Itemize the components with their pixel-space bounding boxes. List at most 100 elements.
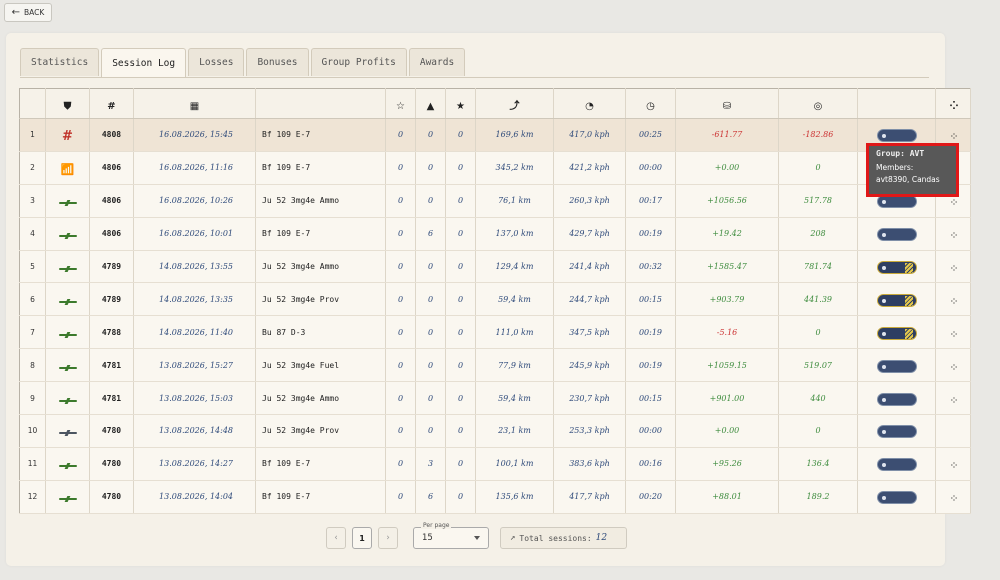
col-star-outline[interactable]: ☆	[385, 88, 416, 119]
session-date: 14.08.2026, 11:40	[133, 315, 256, 350]
col-mountain[interactable]: ▲	[415, 88, 446, 119]
group-cell[interactable]	[935, 414, 971, 448]
group-icon[interactable]: ⁘	[949, 492, 958, 506]
plane-icon	[58, 496, 77, 502]
col-target[interactable]: ◎	[778, 88, 858, 119]
table-row[interactable]: 4 4806 16.08.2026, 10:01 Bf 109 E-7 0 6 0 137,0…	[19, 217, 971, 251]
status-cell	[45, 250, 90, 284]
group-icon[interactable]: ⁘	[949, 262, 958, 275]
col-star[interactable]: ★	[445, 88, 476, 119]
page-1-button[interactable]: 1	[352, 527, 372, 549]
group-icon[interactable]: ⁘	[949, 229, 958, 243]
col-time[interactable]: ◷	[625, 88, 676, 119]
group-cell[interactable]: ⁘	[935, 282, 971, 317]
prev-page-button[interactable]: ‹	[326, 527, 346, 549]
col-status[interactable]: ⛊	[45, 88, 90, 119]
table-row[interactable]: 10 4780 13.08.2026, 14:48 Ju 52 3mg4e Prov 0…	[19, 414, 971, 448]
table-row[interactable]: 9 4781 13.08.2026, 15:03 Ju 52 3mg4e Ammo 0 0…	[19, 381, 971, 416]
group-icon[interactable]: ⁘	[949, 393, 958, 407]
table-row[interactable]: 1 #4808 16.08.2026, 15:45 Bf 109 E-7 0 0 0 169,…	[19, 118, 971, 152]
stat-c: 0	[445, 184, 476, 218]
time-value: 00:16	[625, 447, 676, 481]
back-button[interactable]: ← BACK	[4, 3, 52, 22]
tab-awards[interactable]: Awards	[408, 48, 466, 76]
pager: ‹ 1 ›	[326, 527, 398, 549]
col-id[interactable]: #	[89, 88, 134, 119]
session-date: 13.08.2026, 14:48	[133, 414, 256, 448]
session-date: 16.08.2026, 15:45	[133, 118, 256, 152]
stat-c: 0	[445, 118, 476, 152]
table-row[interactable]: 12 4780 13.08.2026, 14:04 Bf 109 E-7 0 6 0 135,…	[19, 480, 971, 514]
tab-losses[interactable]: Losses	[188, 48, 245, 76]
session-id: 4806	[89, 184, 134, 218]
session-id: 4808	[89, 118, 134, 152]
group-icon[interactable]: ⁘	[949, 294, 958, 308]
total-sessions-label: Total sessions:	[519, 533, 592, 543]
stat-c: 0	[445, 381, 476, 416]
stat-c: 0	[445, 315, 476, 350]
rank-badge	[876, 195, 917, 209]
plane-icon	[58, 430, 77, 436]
distance-value: 77,9 km	[475, 348, 554, 383]
rank-cell	[857, 381, 936, 416]
group-cell[interactable]: ⁘	[935, 315, 971, 350]
session-date: 14.08.2026, 13:55	[133, 250, 256, 284]
col-group[interactable]: ⁘	[935, 88, 971, 119]
col-speed[interactable]: ◔	[553, 88, 626, 119]
col-date[interactable]: ▦	[133, 88, 256, 119]
table-row[interactable]: 11 4780 13.08.2026, 14:27 Bf 109 E-7 0 3 0 100,…	[19, 447, 971, 481]
rank-badge	[876, 326, 917, 340]
tab-divider	[20, 77, 929, 78]
tab-bonuses[interactable]: Bonuses	[246, 48, 309, 76]
per-page-value: 15	[422, 533, 433, 543]
speed-value: 230,7 kph	[553, 381, 626, 416]
table-row[interactable]: 8 4781 13.08.2026, 15:27 Ju 52 3mg4e Fuel 0 0…	[19, 348, 971, 383]
table-row[interactable]: 6 4789 14.08.2026, 13:35 Ju 52 3mg4e Prov 0 0…	[19, 282, 971, 317]
tab-session-log[interactable]: Session Log	[101, 48, 187, 77]
money-value: +88.01	[675, 480, 779, 514]
stat-a: 0	[385, 217, 416, 251]
group-icon[interactable]: ⁘	[949, 459, 958, 473]
table-row[interactable]: 7 4788 14.08.2026, 11:40 Bu 87 D-3 0 0 0 111,0 …	[19, 315, 971, 350]
group-cell[interactable]: ⁘	[935, 348, 971, 383]
mountain-icon: ▲	[426, 101, 435, 112]
rank-cell	[857, 315, 936, 350]
group-icon[interactable]: ⁘	[949, 196, 958, 210]
table-row[interactable]: 2 📶 4806 16.08.2026, 11:16 Bf 109 E-7 0 0 0 345,…	[19, 151, 971, 185]
status-cell	[45, 447, 90, 481]
tab-statistics[interactable]: Statistics	[20, 48, 100, 76]
table-row[interactable]: 5 4789 14.08.2026, 13:55 Ju 52 3mg4e Ammo 0 0…	[19, 250, 971, 284]
group-cell[interactable]: ⁘	[935, 480, 971, 514]
next-page-button[interactable]: ›	[378, 527, 398, 549]
per-page-label: Per page	[421, 522, 452, 529]
table-row[interactable]: 3 4806 16.08.2026, 10:26 Ju 52 3mg4e Ammo 0 0…	[19, 184, 971, 218]
status-cell	[45, 217, 90, 251]
col-money[interactable]: ⛁	[675, 88, 779, 119]
speed-value: 383,6 kph	[553, 447, 626, 481]
group-icon[interactable]: ⁘	[949, 360, 958, 374]
speed-value: 260,3 kph	[553, 184, 626, 218]
stat-a: 0	[385, 480, 416, 514]
session-date: 13.08.2026, 15:27	[133, 348, 256, 383]
row-number: 2	[19, 151, 46, 185]
speed-value: 347,5 kph	[553, 315, 626, 350]
stat-b: 0	[415, 151, 446, 185]
aircraft-name: Bf 109 E-7	[255, 217, 386, 251]
time-value: 00:15	[625, 282, 676, 317]
group-icon[interactable]: ⁘	[949, 327, 958, 341]
session-id: 4780	[89, 414, 134, 448]
group-cell[interactable]: ⁘	[935, 381, 971, 416]
rank-cell	[857, 250, 936, 284]
col-distance[interactable]: ⤴	[475, 88, 554, 119]
rank-badge	[876, 359, 917, 373]
group-cell[interactable]: ⁘	[935, 250, 971, 284]
group-cell[interactable]: ⁘	[935, 447, 971, 481]
session-date: 16.08.2026, 10:01	[133, 217, 256, 251]
session-date: 13.08.2026, 15:03	[133, 381, 256, 416]
group-icon[interactable]: ⁘	[949, 130, 958, 144]
per-page-select[interactable]: Per page 15	[413, 522, 489, 549]
target-value: 0	[778, 315, 858, 350]
tab-group-profits[interactable]: Group Profits	[310, 48, 407, 76]
group-cell[interactable]: ⁘	[935, 217, 971, 251]
distance-value: 23,1 km	[475, 414, 554, 448]
